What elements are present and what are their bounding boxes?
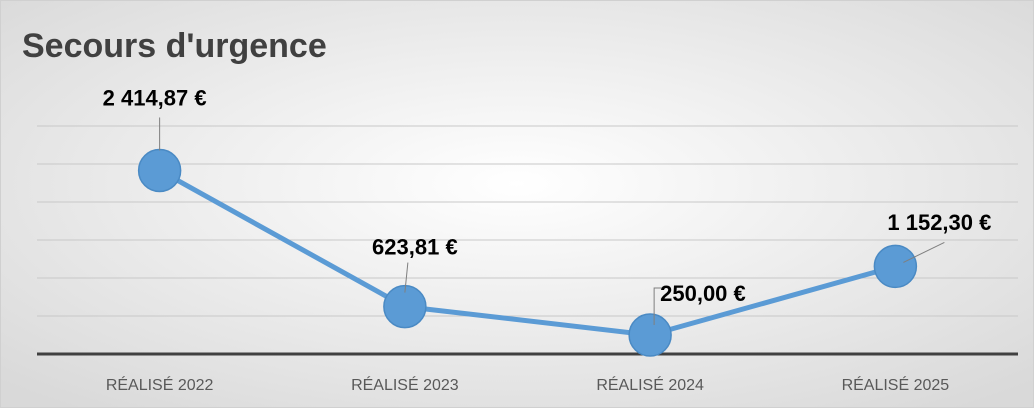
x-tick-label: RÉALISÉ 2022 bbox=[106, 375, 214, 394]
data-point bbox=[137, 148, 182, 193]
x-tick-label: RÉALISÉ 2024 bbox=[596, 375, 704, 394]
leader-line bbox=[404, 262, 409, 293]
data-label: 250,00 € bbox=[660, 281, 746, 306]
data-point bbox=[383, 284, 427, 329]
data-point bbox=[628, 313, 672, 357]
x-tick-label: RÉALISÉ 2025 bbox=[842, 375, 950, 394]
data-label: 1 152,30 € bbox=[887, 210, 991, 235]
series-line bbox=[158, 168, 897, 338]
leader-line bbox=[903, 241, 945, 263]
leader-line bbox=[653, 287, 663, 325]
data-point bbox=[873, 244, 918, 289]
chart-title: Secours d'urgence bbox=[22, 27, 327, 65]
data-label: 623,81 € bbox=[372, 234, 458, 259]
data-label: 2 414,87 € bbox=[103, 85, 207, 110]
x-tick-label: RÉALISÉ 2023 bbox=[351, 375, 459, 394]
